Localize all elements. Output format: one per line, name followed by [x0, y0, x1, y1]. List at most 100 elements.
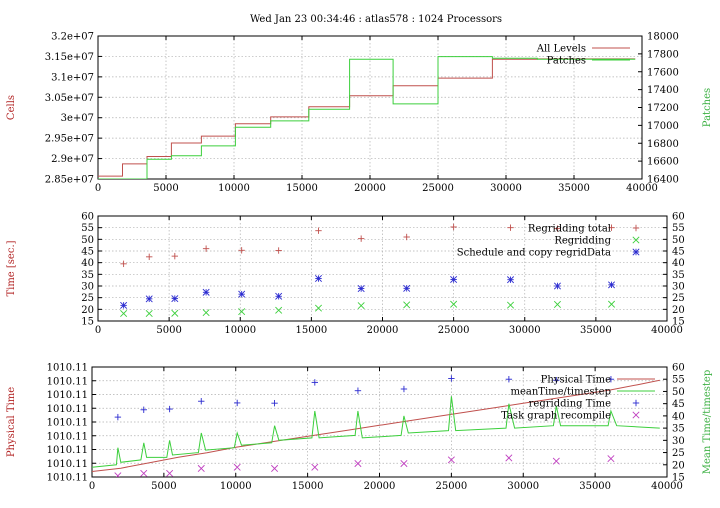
- data-point: [400, 385, 408, 393]
- x-tick-label: 10000: [220, 481, 252, 492]
- data-point: [447, 456, 455, 464]
- data-point: [166, 469, 174, 477]
- y-tick-label: 2.95e+07: [45, 134, 94, 145]
- legend-marker: [632, 236, 640, 244]
- y-tick-label: 55: [81, 223, 94, 234]
- data-point: [271, 399, 278, 407]
- data-point: [505, 376, 513, 383]
- legend-label: Regridding total: [528, 224, 611, 235]
- data-point: [315, 227, 322, 234]
- data-point: [314, 275, 323, 283]
- x-tick-label: 30000: [490, 183, 522, 194]
- data-point: [311, 463, 319, 471]
- y2-tick-label: 55: [672, 375, 685, 386]
- data-point: [238, 290, 246, 298]
- legend-label: regridding Time: [529, 399, 611, 410]
- y-tick-label: 3e+07: [61, 113, 94, 124]
- y2-tick-label: 15: [672, 317, 685, 328]
- plot-frame: [97, 215, 668, 322]
- legend-label: All Levels: [536, 44, 586, 55]
- y2-tick-label: 20: [672, 460, 685, 471]
- y-tick-label: 25: [81, 293, 94, 304]
- data-point: [314, 304, 323, 312]
- y2-tick-label: 35: [672, 424, 685, 435]
- data-point: [140, 406, 147, 413]
- data-point: [403, 284, 411, 292]
- data-point: [114, 413, 122, 421]
- data-point: [275, 292, 283, 300]
- y-tick-label: 1010.11: [47, 445, 88, 456]
- data-point: [354, 387, 362, 394]
- data-point: [166, 405, 173, 413]
- data-point: [357, 285, 365, 293]
- series-2: [92, 396, 660, 468]
- y2-tick-label: 20: [672, 305, 685, 316]
- data-point: [197, 464, 205, 472]
- data-point: [553, 377, 560, 384]
- x-tick-label: 30000: [507, 481, 539, 492]
- y-tick-label: 30: [81, 282, 94, 293]
- data-point: [403, 233, 410, 241]
- data-point: [120, 310, 128, 318]
- y2-tick-label: 60: [672, 212, 685, 223]
- y2-tick-label: 16600: [647, 157, 679, 168]
- plot-frame: [91, 366, 668, 478]
- y2-tick-label: 16800: [647, 139, 679, 150]
- x-tick-label: 10000: [224, 325, 256, 336]
- data-point: [171, 252, 179, 260]
- chart-panel-2: 0 5000 10000 15000 20000 25000 30000 35000 40000…: [6, 212, 685, 337]
- data-point: [607, 455, 615, 463]
- series-3: [114, 375, 615, 421]
- y2-tick-label: 55: [672, 223, 685, 234]
- x-tick-label: 25000: [435, 481, 467, 492]
- data-point: [140, 469, 148, 477]
- data-point: [608, 281, 616, 289]
- data-point: [507, 301, 515, 309]
- x-tick-label: 0: [95, 325, 101, 336]
- y-tick-label: 3.15e+07: [45, 52, 94, 63]
- series-3: [120, 275, 616, 309]
- chart-panel-1: 0 5000 10000 15000 20000 25000 30000 35000 40000…: [6, 32, 713, 195]
- y2-tick-label: 16400: [647, 175, 679, 186]
- series-1: [92, 379, 660, 472]
- x-tick-label: 25000: [422, 183, 454, 194]
- x-tick-label: 40000: [651, 325, 683, 336]
- y2-tick-label: 35: [672, 270, 685, 281]
- data-point: [507, 276, 515, 284]
- data-point: [505, 454, 513, 462]
- y2-tick-label: 25: [672, 293, 685, 304]
- y-tick-label: 2.9e+07: [51, 154, 94, 165]
- y2-tick-label: 50: [672, 387, 685, 398]
- x-tick-label: 20000: [354, 183, 386, 194]
- data-point: [554, 225, 561, 232]
- x-tick-label: 25000: [438, 325, 470, 336]
- x-tick-label: 10000: [218, 183, 250, 194]
- legend-label: Patches: [547, 56, 586, 67]
- series-2: [98, 56, 636, 179]
- data-point: [400, 460, 408, 468]
- series-2: [120, 300, 616, 318]
- x-tick-label: 0: [89, 481, 95, 492]
- data-point: [238, 247, 245, 254]
- y-tick-label: 20: [81, 305, 94, 316]
- y2-tick-label: 40: [672, 258, 685, 269]
- legend-marker: [632, 224, 640, 232]
- legend-marker: [632, 399, 640, 407]
- x-tick-label: 15000: [286, 183, 318, 194]
- y-tick-label: 1010.11: [47, 418, 88, 429]
- y2-tick-label: 17400: [647, 85, 679, 96]
- legend-label: Physical Time: [541, 375, 611, 386]
- series-line: [98, 56, 636, 179]
- y-tick-label: 1010.11: [47, 404, 88, 415]
- x-tick-label: 40000: [651, 481, 683, 492]
- y-tick-label: 45: [81, 247, 94, 258]
- x-tick-label: 15000: [292, 481, 324, 492]
- y-tick-label: 3.2e+07: [51, 32, 94, 43]
- y2-tick-label: 17000: [647, 121, 679, 132]
- y2-tick-label: 30: [672, 282, 685, 293]
- y2-tick-label: 17200: [647, 103, 679, 114]
- y-axis-label: Physical Time: [6, 387, 17, 457]
- data-point: [120, 260, 127, 268]
- data-point: [114, 472, 122, 477]
